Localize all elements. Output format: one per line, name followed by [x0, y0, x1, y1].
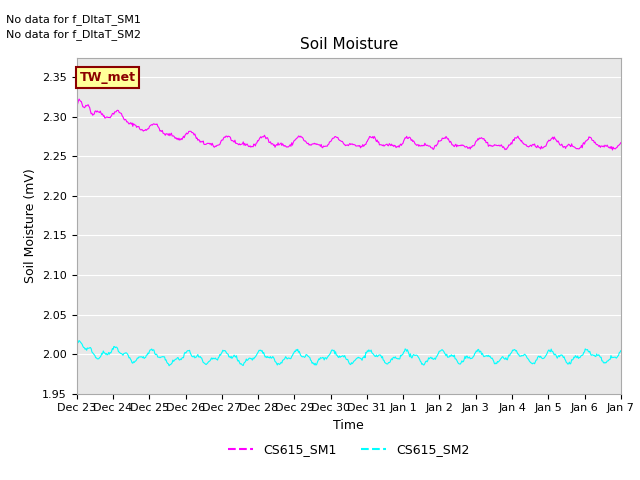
X-axis label: Time: Time: [333, 419, 364, 432]
Text: TW_met: TW_met: [79, 71, 136, 84]
Legend: CS615_SM1, CS615_SM2: CS615_SM1, CS615_SM2: [223, 438, 475, 461]
Y-axis label: Soil Moisture (mV): Soil Moisture (mV): [24, 168, 36, 283]
Text: No data for f_DltaT_SM1: No data for f_DltaT_SM1: [6, 14, 141, 25]
Title: Soil Moisture: Soil Moisture: [300, 37, 398, 52]
Text: No data for f_DltaT_SM2: No data for f_DltaT_SM2: [6, 29, 141, 40]
